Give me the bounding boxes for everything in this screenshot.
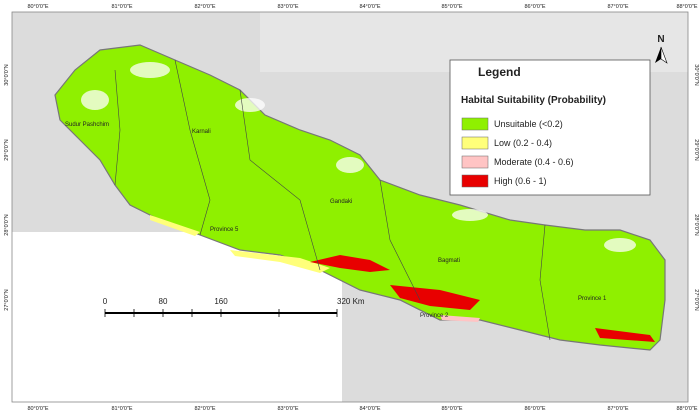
- lon-label: 85°0'0"E: [441, 4, 462, 10]
- lat-label: 29°0'0"N: [4, 139, 10, 160]
- legend-label: Low (0.2 - 0.4): [494, 138, 552, 148]
- lon-label: 80°0'0"E: [27, 406, 48, 412]
- province-label: Province 1: [578, 296, 607, 302]
- lon-label: 83°0'0"E: [277, 406, 298, 412]
- lat-label: 30°0'0"N: [693, 64, 699, 85]
- lon-label: 82°0'0"E: [194, 406, 215, 412]
- scale-label: 320 Km: [337, 297, 365, 306]
- province-label: Province 2: [420, 313, 449, 319]
- frame: [11, 11, 689, 403]
- lon-label: 85°0'0"E: [441, 406, 462, 412]
- unclassified-patches: [81, 62, 636, 252]
- suitability-patches: [150, 215, 655, 342]
- legend-swatch: [461, 136, 489, 150]
- legend-swatch: [461, 174, 489, 188]
- scale-label: 160: [214, 297, 228, 306]
- scale-label: 0: [103, 297, 108, 306]
- legend: Legend Habital Suitability (Probability)…: [449, 59, 651, 196]
- legend-title: Legend: [478, 65, 521, 79]
- lon-label: 86°0'0"E: [524, 4, 545, 10]
- province-label: Karnali: [192, 129, 211, 135]
- lat-label: 27°0'0"N: [693, 289, 699, 310]
- frame-labels: 80°0'0"E 80°0'0"E 81°0'0"E 81°0'0"E 82°0'0"E…: [4, 4, 699, 412]
- legend-swatch: [461, 155, 489, 169]
- scale-labels: 0 80 160 320 Km: [103, 297, 365, 306]
- legend-label: Unsuitable (<0.2): [494, 119, 563, 129]
- legend-swatch: [461, 117, 489, 131]
- province-label: Sudur Pashchim: [65, 122, 109, 128]
- north-arrow: [655, 46, 668, 64]
- lon-label: 87°0'0"E: [607, 4, 628, 10]
- province-boundaries: [114, 59, 551, 341]
- scale-bar: [104, 309, 338, 317]
- lon-label: 81°0'0"E: [111, 406, 132, 412]
- lon-label: 84°0'0"E: [359, 406, 380, 412]
- lon-label: 81°0'0"E: [111, 4, 132, 10]
- lon-label: 82°0'0"E: [194, 4, 215, 10]
- province-label: Bagmati: [438, 258, 460, 264]
- legend-subtitle: Habital Suitability (Probability): [461, 95, 606, 106]
- lat-label: 30°0'0"N: [4, 64, 10, 85]
- province-label: Gandaki: [330, 199, 352, 205]
- province-labels: Sudur Pashchim Karnali Gandaki Province 5 Ba…: [65, 122, 607, 319]
- lon-label: 84°0'0"E: [359, 4, 380, 10]
- lat-label: 28°0'0"N: [4, 214, 10, 235]
- lon-label: 88°0'0"E: [676, 406, 697, 412]
- scale-label: 80: [159, 297, 168, 306]
- north-label: N: [657, 34, 664, 45]
- legend-label: Moderate (0.4 - 0.6): [494, 157, 574, 167]
- lon-label: 87°0'0"E: [607, 406, 628, 412]
- province-label: Province 5: [210, 227, 239, 233]
- lon-label: 86°0'0"E: [524, 406, 545, 412]
- lon-label: 80°0'0"E: [27, 4, 48, 10]
- legend-label: High (0.6 - 1): [494, 176, 547, 186]
- lon-label: 88°0'0"E: [676, 4, 697, 10]
- lat-label: 27°0'0"N: [4, 289, 10, 310]
- lat-label: 29°0'0"N: [693, 139, 699, 160]
- lat-label: 28°0'0"N: [693, 214, 699, 235]
- lon-label: 83°0'0"E: [277, 4, 298, 10]
